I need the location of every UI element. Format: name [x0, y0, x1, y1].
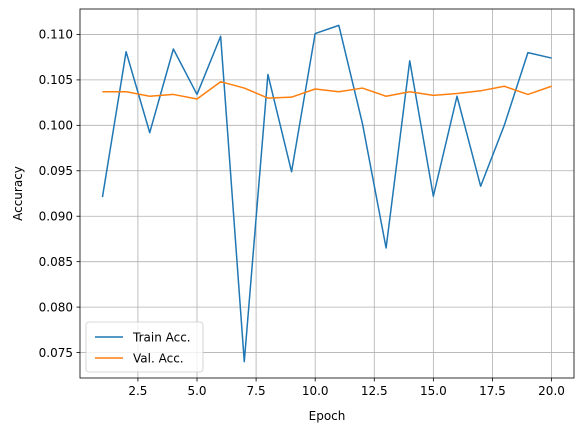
- x-axis: 2.5 5.0 7.5 10.0 12.5 15.0 17.5 20.0: [128, 378, 565, 398]
- y-tick-label: 0.095: [39, 164, 73, 178]
- x-tick-label: 17.5: [479, 384, 506, 398]
- x-tick-label: 5.0: [187, 384, 206, 398]
- series-line-train: [101, 24, 552, 363]
- series-line-val: [102, 80, 552, 100]
- y-tick-label: 0.105: [39, 73, 73, 87]
- y-tick-label: 0.080: [39, 300, 73, 314]
- plot-frame: [79, 8, 575, 379]
- x-tick-label: 7.5: [247, 384, 266, 398]
- x-axis-label: Epoch: [309, 409, 346, 423]
- y-tick-label: 0.110: [39, 28, 73, 42]
- x-tick-label: 12.5: [361, 384, 388, 398]
- legend: Train Acc. Val. Acc.: [85, 321, 204, 373]
- x-tick-label: 15.0: [420, 384, 447, 398]
- series-lines: [101, 24, 552, 363]
- y-axis-label: Accuracy: [11, 166, 25, 221]
- x-tick-label: 10.0: [302, 384, 329, 398]
- y-tick-label: 0.075: [39, 346, 73, 360]
- legend-label: Train Acc.: [132, 330, 191, 344]
- y-tick-label: 0.090: [39, 210, 73, 224]
- legend-box: [85, 321, 204, 373]
- y-tick-label: 0.100: [39, 119, 73, 133]
- y-tick-label: 0.085: [39, 255, 73, 269]
- x-tick-label: 20.0: [538, 384, 565, 398]
- legend-label: Val. Acc.: [133, 351, 184, 365]
- x-tick-label: 2.5: [128, 384, 147, 398]
- y-axis: 0.075 0.080 0.085 0.090 0.095 0.100 0.105 0.110: [39, 28, 80, 360]
